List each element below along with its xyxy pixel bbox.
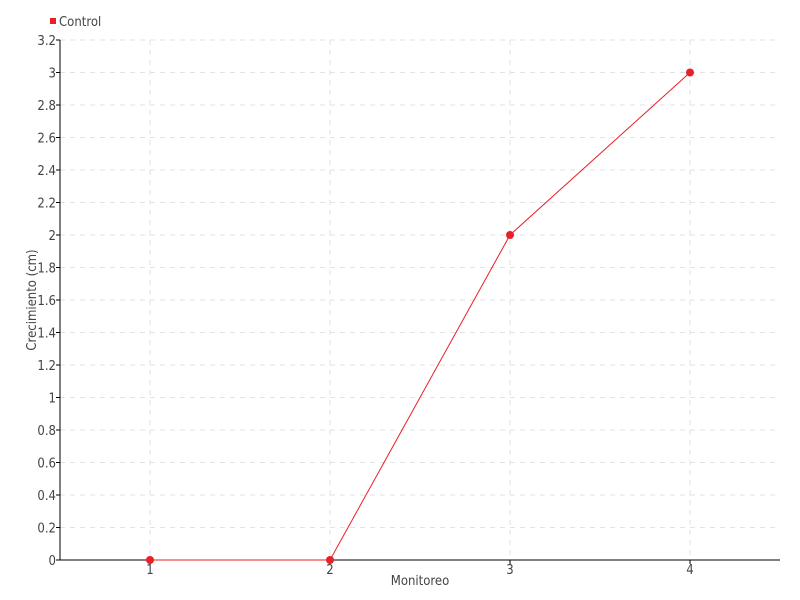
y-tick-label: 0.6 — [37, 457, 56, 472]
x-tick-label: 3 — [506, 563, 513, 578]
x-tick-label: 1 — [146, 563, 153, 578]
legend-swatch — [50, 18, 56, 24]
series-line — [150, 72, 691, 561]
data-point — [506, 231, 514, 239]
grid — [60, 39, 780, 560]
y-tick-label: 2.6 — [37, 132, 56, 147]
y-tick-label: 2 — [49, 229, 56, 244]
y-tick-label: 1 — [49, 392, 56, 407]
y-tick-label: 1.6 — [37, 294, 56, 309]
y-tick-label: 0 — [49, 554, 56, 569]
y-axis-label: Crecimiento (cm) — [25, 249, 40, 350]
legend[interactable]: Control — [50, 15, 101, 30]
series-control — [146, 68, 694, 564]
y-tick-label: 2.2 — [37, 197, 56, 212]
y-tick-label: 2.4 — [37, 164, 56, 179]
y-tick-label: 0.8 — [37, 424, 56, 439]
x-tick-label: 2 — [326, 563, 333, 578]
y-tick-label: 1.2 — [37, 359, 56, 374]
axes: 0 0.2 0.4 0.6 0.8 1 1.2 1.4 1.6 1.8 2 2.2 2.4 2.6 2.8 3… — [37, 34, 780, 578]
y-tick-label: 2.8 — [37, 99, 56, 114]
y-tick-label: 3.2 — [37, 34, 56, 49]
data-point — [146, 556, 154, 564]
y-tick-label: 1.8 — [37, 262, 56, 277]
x-tick-label: 4 — [686, 563, 693, 578]
legend-label: Control — [59, 15, 101, 30]
x-axis-label: Monitoreo — [391, 574, 450, 589]
data-point — [686, 68, 694, 77]
y-tick-label: 3 — [49, 67, 56, 82]
y-tick-label: 0.4 — [37, 489, 56, 504]
y-tick-label: 0.2 — [37, 522, 56, 537]
y-tick-label: 1.4 — [37, 327, 56, 342]
data-point — [326, 556, 334, 564]
